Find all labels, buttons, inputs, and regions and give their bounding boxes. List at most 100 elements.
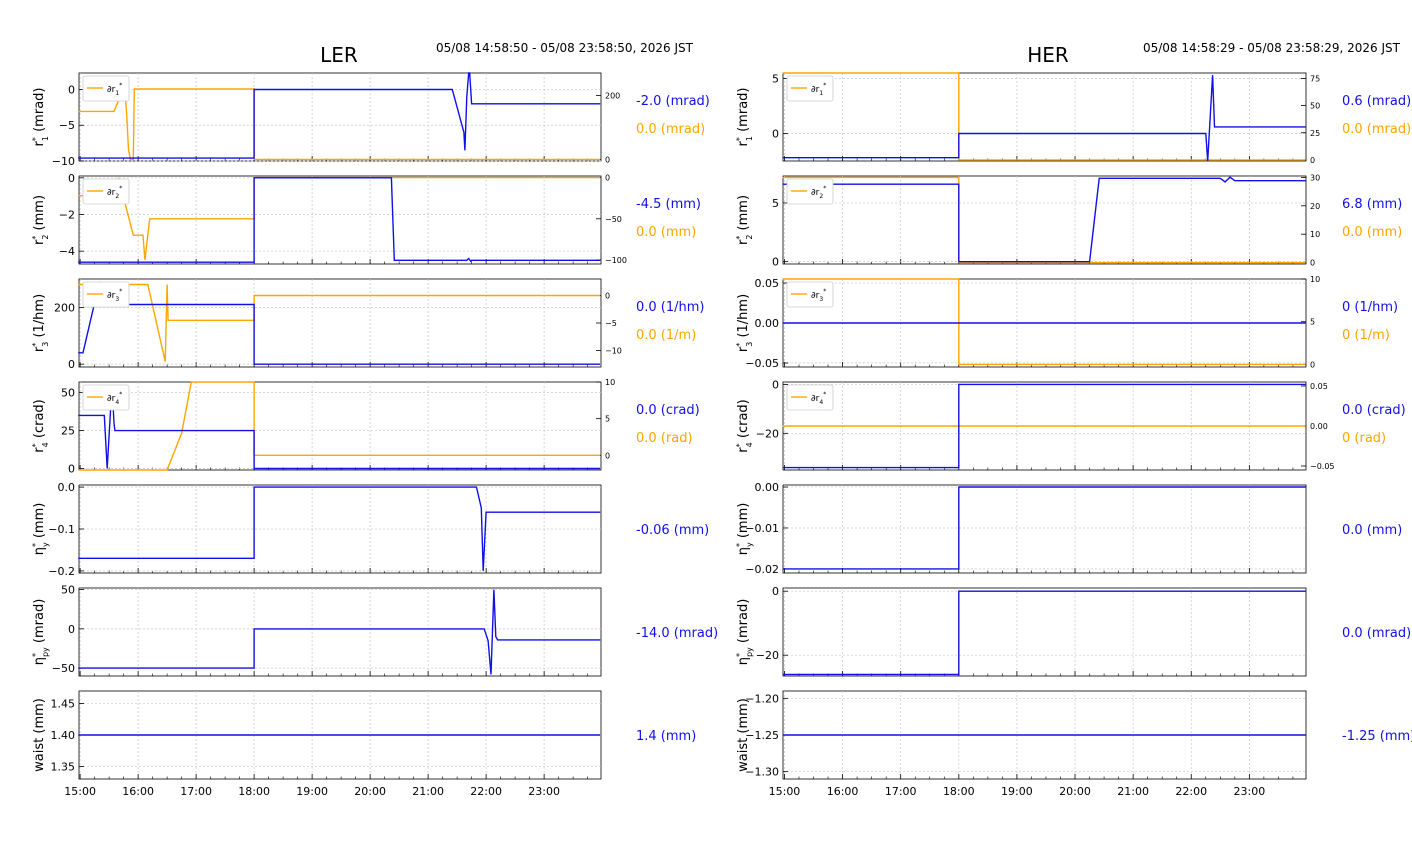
y-tick-label: −20 <box>756 649 779 662</box>
y-tick-label: 200 <box>54 301 75 314</box>
y-axis-label-base: r <box>736 140 751 146</box>
legend-label-sub: 2 <box>115 193 119 200</box>
y-axis-label-sub: 3 <box>41 342 50 347</box>
y-tick-label: −5 <box>59 119 75 132</box>
legend-label-sub: 2 <box>819 193 823 200</box>
y-axis-label-sup: * <box>31 443 40 447</box>
y-axis-label-base: r <box>32 447 47 453</box>
legend-label-sup: * <box>119 185 122 192</box>
x-tick-label: 20:00 <box>1059 785 1091 798</box>
legend-box <box>82 384 130 411</box>
legend-label: ∂r3* <box>107 288 122 303</box>
current-value-primary: -14.0 (mrad) <box>636 626 718 641</box>
x-tick-label: 23:00 <box>1234 785 1266 798</box>
legend: ∂r2* <box>82 178 130 205</box>
y2-tick-label: 0 <box>605 155 610 164</box>
legend: ∂r3* <box>786 281 834 308</box>
x-tick-label: 19:00 <box>296 785 328 798</box>
y-axis-label-base: η <box>32 657 47 665</box>
legend: ∂r1* <box>786 75 834 102</box>
current-value-secondary: 0.0 (1/m) <box>636 328 696 343</box>
x-tick-label: 15:00 <box>769 785 801 798</box>
y-axis-label-unit: (mrad) <box>32 88 47 132</box>
y2-tick-label: 200 <box>605 91 620 100</box>
y-tick-label: 0 <box>772 128 779 141</box>
y-axis-label-sub: 2 <box>41 235 50 240</box>
legend: ∂r2* <box>786 178 834 205</box>
y-axis-label: waist (mm) <box>32 698 47 772</box>
current-value-secondary: 0.0 (mrad) <box>1342 122 1411 137</box>
y-axis-label: η*y (mm) <box>735 503 754 556</box>
y2-tick-label: 0.00 <box>1310 422 1328 431</box>
y-axis-label-sup: * <box>735 443 744 447</box>
y-tick-label: −1.20 <box>745 692 779 705</box>
x-tick-label: 22:00 <box>1175 785 1207 798</box>
y-axis-label-base: r <box>736 447 751 453</box>
y-axis-label: r*3 (1/hm) <box>31 294 50 352</box>
y-axis-label-sub: 1 <box>745 136 754 141</box>
ler-panel: LER 05/08 14:58:50 - 05/08 23:58:50, 202… <box>31 41 718 798</box>
plot-frame <box>78 72 602 162</box>
primary-series-line <box>782 486 1306 570</box>
y-axis-label-base: waist <box>736 738 751 772</box>
y-axis-label-sup: * <box>31 653 40 657</box>
y-axis-label: r*2 (mm) <box>31 195 50 245</box>
y-axis-label-base: η <box>736 547 751 555</box>
y2-tick-label: 0 <box>1310 156 1315 165</box>
x-tick-label: 23:00 <box>528 785 560 798</box>
legend-label-sup: * <box>823 288 826 295</box>
legend-box <box>786 281 834 308</box>
legend-label-base: ∂r <box>811 394 820 404</box>
y-tick-label: 1.40 <box>51 729 76 742</box>
legend-box <box>82 75 130 102</box>
current-value-secondary: 0.0 (mm) <box>1342 225 1402 240</box>
y-tick-label: −0.05 <box>745 357 779 370</box>
y-axis-label-sup: * <box>31 137 40 141</box>
y2-tick-label: 0 <box>605 292 610 301</box>
y2-tick-label: 10 <box>1310 275 1320 284</box>
y-tick-label: 50 <box>61 584 75 597</box>
secondary-series-line <box>782 72 1306 161</box>
current-value-primary: 0.0 (mrad) <box>1342 626 1411 641</box>
y-axis-label-unit: (mm) <box>736 503 751 538</box>
current-value-secondary: 0 (rad) <box>1342 431 1386 446</box>
y-tick-label: −1.25 <box>745 729 779 742</box>
legend-label-sup: * <box>119 288 122 295</box>
legend-label-base: ∂r <box>811 188 820 198</box>
y-tick-label: 0 <box>68 462 75 475</box>
legend-label-sup: * <box>119 391 122 398</box>
y-tick-label: −0.02 <box>745 563 779 576</box>
y2-tick-label: −50 <box>605 215 622 224</box>
y-axis-label-unit: (1/hm) <box>32 294 47 338</box>
current-value-primary: 6.8 (mm) <box>1342 197 1402 212</box>
y-tick-label: −0.1 <box>48 523 75 536</box>
legend: ∂r3* <box>82 281 130 308</box>
y-axis-label-base: waist <box>32 738 47 772</box>
y-axis-label: r*1 (mrad) <box>735 88 754 147</box>
her-title: HER <box>1027 43 1069 67</box>
y-axis-label-sub: py <box>41 647 50 657</box>
subplot-6: 0−20η*py (mrad) 0.0 (mrad) <box>735 585 1411 677</box>
y-axis-label: r*2 (mm) <box>735 195 754 245</box>
y2-tick-label: −5 <box>605 319 617 328</box>
subplot-5: 0.0 −0.1 −0.2 η*y (mm) -0.06 (mm) <box>31 481 709 578</box>
y-axis-label: η*py (mrad) <box>31 599 50 666</box>
primary-series-line <box>782 383 1306 469</box>
x-tick-label: 22:00 <box>470 785 502 798</box>
y-axis-label-sup: * <box>735 137 744 141</box>
y-axis-label: r*4 (crad) <box>735 399 754 452</box>
plot-frame <box>782 484 1307 574</box>
x-tick-label: 17:00 <box>885 785 917 798</box>
x-tick-label: 20:00 <box>354 785 386 798</box>
y-tick-label: −50 <box>52 662 75 675</box>
y-axis-label-sub: y <box>41 542 50 547</box>
y2-tick-label: 0 <box>605 174 610 183</box>
legend: ∂r4* <box>82 384 130 411</box>
x-tick-label: 21:00 <box>1117 785 1149 798</box>
y-axis-label-unit: (mrad) <box>32 599 47 643</box>
y-axis-label: waist (mm) <box>736 698 751 772</box>
y2-tick-label: 20 <box>1310 202 1320 211</box>
y2-tick-label: 0 <box>1310 360 1315 369</box>
